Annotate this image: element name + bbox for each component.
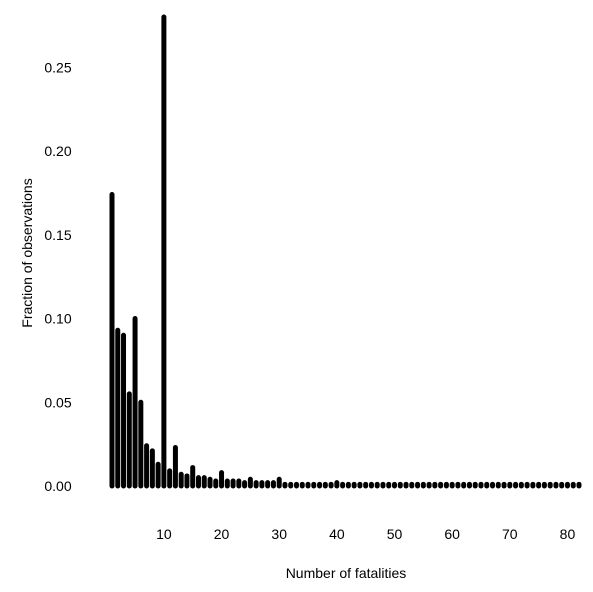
y-axis-ticks: 0.00 0.05 0.10 0.15 0.20 0.25 <box>44 59 71 494</box>
y-tick-label: 0.20 <box>44 143 71 159</box>
y-tick-label: 0.00 <box>44 478 71 494</box>
x-tick-label: 80 <box>560 526 576 542</box>
x-tick-label: 40 <box>329 526 345 542</box>
x-tick-label: 60 <box>444 526 460 542</box>
y-tick-label: 0.15 <box>44 227 71 243</box>
bars-group <box>109 14 582 489</box>
x-tick-label: 10 <box>156 526 172 542</box>
y-tick-label: 0.10 <box>44 311 71 327</box>
y-tick-label: 0.05 <box>44 394 71 410</box>
y-axis-title: Fraction of observations <box>19 178 35 327</box>
x-tick-label: 70 <box>502 526 518 542</box>
x-tick-label: 50 <box>387 526 403 542</box>
y-tick-label: 0.25 <box>44 59 71 75</box>
x-tick-label: 30 <box>271 526 287 542</box>
x-axis-ticks: 10 20 30 40 50 60 70 80 <box>156 526 575 542</box>
x-axis-title: Number of fatalities <box>286 565 407 581</box>
x-tick-label: 20 <box>214 526 230 542</box>
